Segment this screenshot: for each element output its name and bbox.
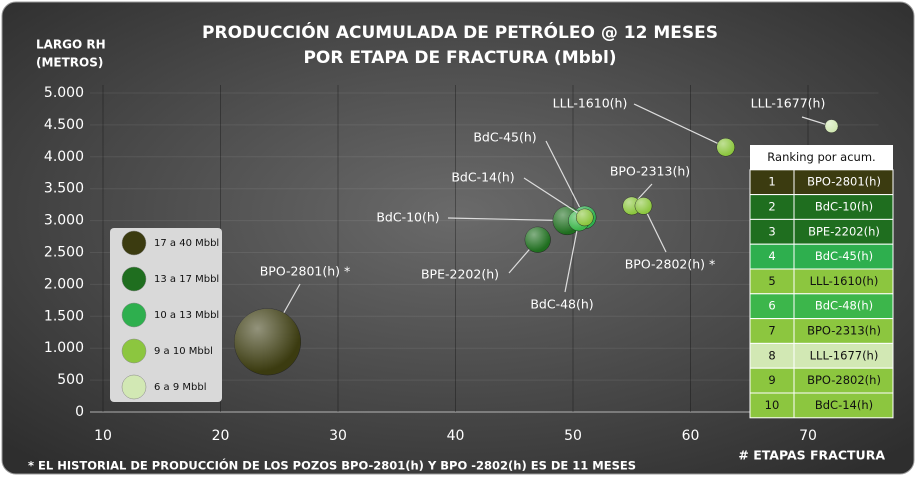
legend-label: 6 a 9 Mbbl [154,382,207,393]
data-label: LLL-1677(h) [751,96,826,111]
ranking-row [749,243,894,270]
leader-line [564,220,580,293]
data-label: BdC-45(h) [473,130,536,145]
chart-title: PRODUCCIÓN ACUMULADA DE PETRÓLEO @ 12 ME… [202,21,718,43]
y-tick-label: 5.000 [44,85,84,101]
legend-label: 10 a 13 Mbbl [154,310,219,321]
data-label: BPO-2313(h) [610,164,690,179]
ranking-rank: 9 [768,373,775,387]
bubble-shine [234,308,301,376]
ranking-rank: 2 [768,200,775,214]
data-label: BdC-48(h) [530,297,593,312]
data-label: BPO-2801(h) * [260,264,351,279]
ranking-row [749,268,894,295]
bubble-shine [576,208,594,226]
x-tick-label: 60 [682,428,700,444]
y-tick-label: 3.500 [44,181,84,197]
ranking-rank: 10 [765,398,780,412]
ranking-row [749,342,894,369]
leader-line [545,140,586,218]
ranking-rank: 3 [768,224,775,238]
ranking-row [749,218,894,245]
y-tick-label: 4.500 [44,117,84,133]
ranking-name: BdC-14(h) [815,398,873,412]
x-tick-label: 50 [564,428,582,444]
ranking-row [749,194,894,220]
y-tick-label: 1.000 [44,340,84,356]
bubble-shine [716,138,735,157]
ranking-rank: 8 [768,348,775,362]
ranking-title: Ranking por acum. [767,150,875,164]
y-tick-label: 3.000 [44,213,84,229]
legend-swatch [121,338,147,364]
chart-subtitle: POR ETAPA DE FRACTURA (Mbbl) [303,48,616,68]
legend-swatch [121,374,147,400]
ranking-name: BPO-2801(h) [807,175,881,189]
ranking-name: BdC-10(h) [815,200,873,214]
y-axis-label: (METROS) [36,56,103,70]
data-label: LLL-1610(h) [553,96,628,111]
ranking-name: BdC-48(h) [815,299,873,313]
ranking-rank: 7 [768,324,775,338]
x-axis-label: # ETAPAS FRACTURA [738,448,885,463]
footnote: * EL HISTORIAL DE PRODUCCIÓN DE LOS POZO… [28,458,636,473]
y-tick-label: 0 [75,404,84,420]
legend-label: 17 a 40 Mbbl [154,238,219,249]
y-tick-label: 2.000 [44,276,84,292]
ranking-name: BPE-2202(h) [808,224,880,238]
y-tick-label: 4.000 [44,149,84,165]
ranking-rank: 4 [768,249,775,263]
bubble-shine [634,197,653,215]
ranking-name: BPO-2313(h) [807,324,881,338]
ranking-rank: 6 [768,299,775,313]
legend-label: 9 a 10 Mbbl [154,346,213,357]
bubble-shine [824,119,839,133]
y-tick-label: 500 [57,372,84,388]
y-tick-label: 2.500 [44,245,84,261]
leader-line [633,103,727,148]
ranking-name: BPO-2802(h) [807,373,881,387]
bubble-shine [524,226,551,253]
x-tick-label: 70 [799,428,817,444]
leader-line [523,177,586,218]
legend-swatch [121,302,147,328]
ranking-row [749,169,894,196]
ranking-name: LLL-1677(h) [810,348,879,362]
x-tick-label: 10 [94,428,112,444]
ranking-rank: 1 [768,175,775,189]
data-label: BdC-10(h) [376,210,439,225]
legend-swatch [121,266,147,292]
ranking-name: BdC-45(h) [815,249,873,263]
x-tick-label: 20 [212,428,230,444]
leader-line [447,217,568,222]
data-label: BPO-2802(h) * [625,257,716,272]
x-tick-label: 40 [447,428,465,444]
legend-label: 13 a 17 Mbbl [154,274,219,285]
x-tick-label: 30 [329,428,347,444]
y-tick-label: 1.500 [44,308,84,324]
legend-swatch [121,230,147,256]
ranking-rank: 5 [768,274,775,288]
ranking-name: LLL-1610(h) [810,274,879,288]
ranking-row [749,392,894,419]
ranking-header [750,145,893,170]
data-label: BPE-2202(h) [421,267,499,282]
data-label: BdC-14(h) [451,170,514,185]
y-axis-label: LARGO RH [36,38,106,52]
